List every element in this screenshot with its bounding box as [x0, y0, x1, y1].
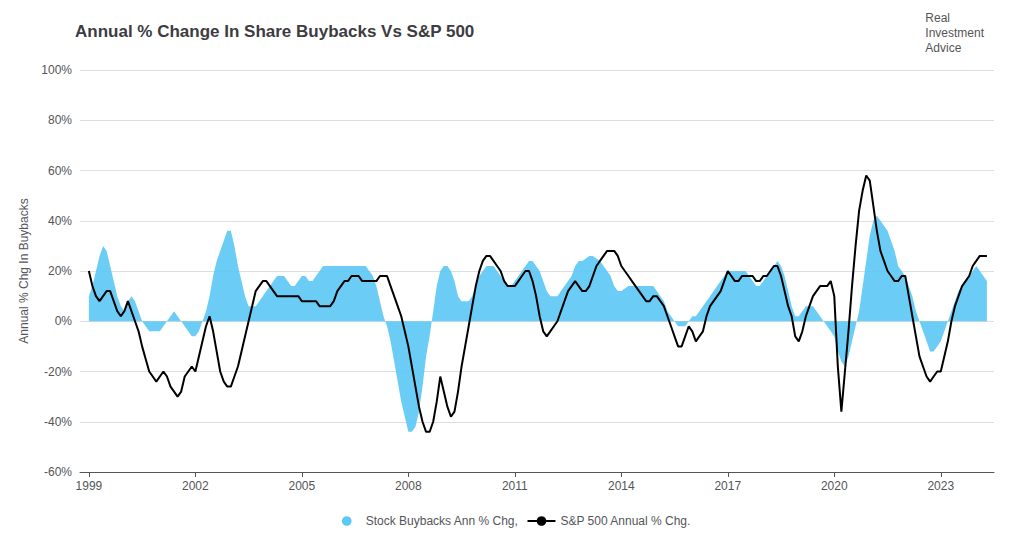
svg-text:-60%: -60% — [44, 465, 72, 479]
svg-text:Annual % Change In Share Buyba: Annual % Change In Share Buybacks Vs S&P… — [75, 22, 474, 41]
svg-text:Stock Buybacks Ann % Chg,: Stock Buybacks Ann % Chg, — [366, 514, 518, 528]
svg-text:2005: 2005 — [288, 479, 315, 493]
svg-text:2017: 2017 — [714, 479, 741, 493]
svg-text:Investment: Investment — [925, 26, 984, 40]
svg-text:-40%: -40% — [44, 415, 72, 429]
svg-text:0%: 0% — [55, 314, 73, 328]
svg-text:40%: 40% — [48, 214, 72, 228]
svg-text:2008: 2008 — [395, 479, 422, 493]
svg-text:S&P 500 Annual % Chg.: S&P 500 Annual % Chg. — [560, 514, 690, 528]
svg-text:60%: 60% — [48, 164, 72, 178]
svg-text:100%: 100% — [41, 63, 72, 77]
svg-text:2014: 2014 — [608, 479, 635, 493]
svg-text:Real: Real — [925, 11, 950, 25]
svg-text:2020: 2020 — [821, 479, 848, 493]
svg-text:2023: 2023 — [927, 479, 954, 493]
svg-text:2002: 2002 — [182, 479, 209, 493]
svg-text:1999: 1999 — [76, 479, 103, 493]
svg-text:Annual % Chg In Buybacks: Annual % Chg In Buybacks — [17, 198, 31, 343]
svg-text:-20%: -20% — [44, 365, 72, 379]
svg-text:Advice: Advice — [925, 41, 961, 55]
svg-text:2011: 2011 — [502, 479, 528, 493]
svg-text:80%: 80% — [48, 113, 72, 127]
svg-text:20%: 20% — [48, 264, 72, 278]
